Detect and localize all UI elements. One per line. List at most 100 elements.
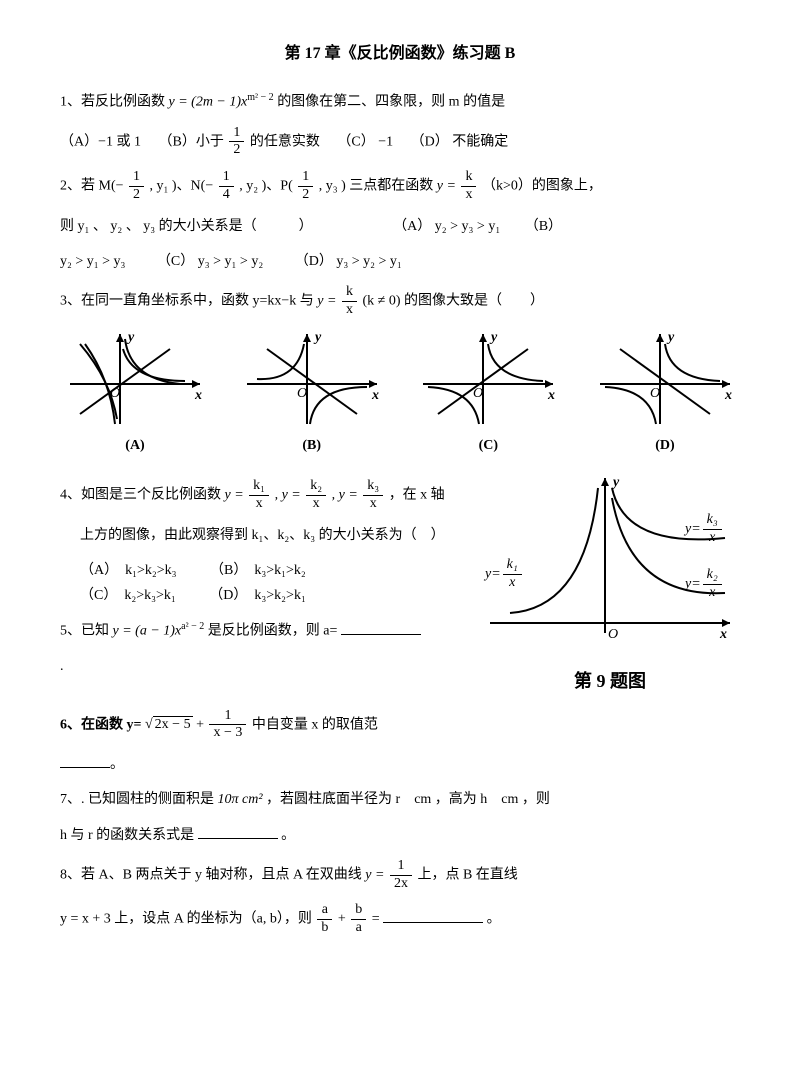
q4-f2: , y = xyxy=(275,488,305,503)
svg-text:O: O xyxy=(608,627,618,642)
frac-num: 1 xyxy=(209,708,246,726)
frac-num: k₂ xyxy=(306,478,326,496)
q2-func: y = xyxy=(437,179,460,194)
q3-frac: kx xyxy=(342,284,357,319)
q8-line2-a: y = x + 3 上，设点 A 的坐标为（a, b），则 xyxy=(60,912,315,927)
q4-fr1: k₁x xyxy=(249,478,269,513)
q3-a: 3、在同一直角坐标系中，函数 y=kx−k 与 xyxy=(60,294,317,309)
q2-b: , y₁ )、N(− xyxy=(150,179,214,194)
frac-den: x xyxy=(503,575,522,592)
q1-opt-a: （A）−1 或 1 xyxy=(60,134,141,149)
q4-opts-2: （C） k₂>k₃>k₁ （D） k₃>k₂>k₁ xyxy=(80,583,480,608)
question-7: 7、. 已知圆柱的侧面积是 10π cm² ，若圆柱底面半径为 r cm ，高为… xyxy=(60,787,740,812)
question-2: 2、若 M(− 12 , y₁ )、N(− 14 , y₂ )、P( 12 , … xyxy=(60,169,740,204)
q2-c: , y₂ )、P( xyxy=(239,179,293,194)
q4-label-k1: y=k₁x xyxy=(485,557,524,592)
q4-fr3: k₃x xyxy=(363,478,383,513)
graph-d: x y O (D) xyxy=(590,329,740,458)
radicand: 2x − 5 xyxy=(153,716,193,732)
svg-text:O: O xyxy=(297,386,307,401)
question-1: 1、若反比例函数 y = (2m − 1)xm² − 2 的图像在第二、四象限，… xyxy=(60,89,740,115)
q4-opts-1: （A） k₁>k₂>k₃ （B） k₃>k₁>k₂ xyxy=(80,558,480,583)
frac-num: k xyxy=(461,169,476,187)
question-5: 5、已知 y = (a − 1)xa² − 2 是反比例函数，则 a= xyxy=(60,618,480,644)
q2-line2: 则 y₁ 、 y₂ 、 y₃ 的大小关系是（ ） （A） y₂ > y₃ > y… xyxy=(60,214,740,239)
q2-f1: 12 xyxy=(129,169,144,204)
frac-num: k₃ xyxy=(703,512,722,530)
q4-line2: 上方的图像，由此观察得到 k₁、k₂、k₃ 的大小关系为（ ） xyxy=(80,523,480,548)
q6-frac: 1x − 3 xyxy=(209,708,246,743)
q6-plus: + xyxy=(196,717,207,732)
graph-b-svg: x y O xyxy=(237,329,387,429)
graph-d-label: (D) xyxy=(590,433,740,458)
q8-period: 。 xyxy=(487,912,501,927)
q2-e: （k>0）的图象上， xyxy=(482,179,602,194)
q2-kx: kx xyxy=(461,169,476,204)
frac-num: 1 xyxy=(298,169,313,187)
q5-exp: a² − 2 xyxy=(181,621,204,632)
q8-f2: ba xyxy=(351,902,366,937)
q6-b: 中自变量 x 的取值范 xyxy=(252,717,378,732)
q3-func: y = xyxy=(317,294,340,309)
q7-blank[interactable] xyxy=(198,824,278,839)
q1-options: （A）−1 或 1 （B）小于 12 的任意实数 （C） −1 （D） 不能确定 xyxy=(60,125,740,160)
frac-num: k₃ xyxy=(363,478,383,496)
q8-f1: ab xyxy=(317,902,332,937)
q1-stem-b: 的图像在第二、四象限，则 m 的值是 xyxy=(277,94,505,109)
frac-den: x xyxy=(306,496,326,513)
q2-d: , y₃ ) 三点都在函数 xyxy=(319,179,437,194)
svg-text:x: x xyxy=(719,627,727,642)
q1-formula: y = (2m − 1)x xyxy=(169,94,248,109)
q5-b: 是反比例函数，则 a= xyxy=(208,624,338,639)
svg-text:y: y xyxy=(126,330,135,345)
frac-den: 4 xyxy=(219,187,234,204)
svg-text:y: y xyxy=(313,330,322,345)
frac-num: a xyxy=(317,902,332,920)
q8-blank[interactable] xyxy=(383,908,483,923)
frac-num: 1 xyxy=(390,858,412,876)
q7-line2: h 与 r 的函数关系式是 。 xyxy=(60,823,740,848)
frac-den: x − 3 xyxy=(209,725,246,742)
q8-func: y = xyxy=(365,867,388,882)
svg-text:x: x xyxy=(547,388,555,403)
graph-a: x y O (A) xyxy=(60,329,210,458)
graph-c: x y O (C) xyxy=(413,329,563,458)
q7-a: 7、. 已知圆柱的侧面积是 xyxy=(60,792,218,807)
q7-b: ，若圆柱底面半径为 r cm ，高为 h cm ，则 xyxy=(266,792,550,807)
graph-c-label: (C) xyxy=(413,433,563,458)
q1-stem-a: 1、若反比例函数 xyxy=(60,94,169,109)
q3-cond: (k ≠ 0) xyxy=(362,294,400,309)
q2-opt-d: （D） y₃ > y₂ > y₁ xyxy=(295,254,402,269)
frac-num: k xyxy=(342,284,357,302)
frac-den: 2 xyxy=(129,187,144,204)
q2-a: 2、若 M(− xyxy=(60,179,124,194)
q3-b: 的图像大致是（ ） xyxy=(404,294,544,309)
frac-den: a xyxy=(351,920,366,937)
q1-opt-d: （D） 不能确定 xyxy=(411,134,509,149)
q5-blank[interactable] xyxy=(341,620,421,635)
graph-d-svg: x y O xyxy=(590,329,740,429)
svg-text:y: y xyxy=(611,475,620,490)
q6-blank-line: 。 xyxy=(60,752,740,777)
q4-figure: x y O y=k₁x y=k₃x y=k₂x 第 9 题图 xyxy=(480,468,740,698)
q2-opt-b: （B） xyxy=(532,219,562,234)
q4-b: ，在 x 轴 xyxy=(389,488,445,503)
page-title: 第 17 章《反比例函数》练习题 B xyxy=(60,40,740,69)
q6-sqrt: 2x − 5 xyxy=(145,712,193,737)
q2-rel: 则 y₁ 、 y₂ 、 y₃ 的大小关系是（ ） xyxy=(60,219,313,234)
question-3: 3、在同一直角坐标系中，函数 y=kx−k 与 y = kx (k ≠ 0) 的… xyxy=(60,284,740,319)
frac-num: b xyxy=(351,902,366,920)
q8-a: 8、若 A、B 两点关于 y 轴对称，且点 A 在双曲线 xyxy=(60,867,365,882)
q7-line2-text: h 与 r 的函数关系式是 xyxy=(60,828,194,843)
svg-text:x: x xyxy=(371,388,379,403)
frac-num: 1 xyxy=(129,169,144,187)
svg-text:x: x xyxy=(724,388,732,403)
q1-opt-b: （B）小于 xyxy=(159,134,228,149)
frac-den: b xyxy=(317,920,332,937)
q8-frac: 12x xyxy=(390,858,412,893)
frac-num: k₁ xyxy=(503,557,522,575)
q5-dot: . xyxy=(60,654,480,679)
q6-blank[interactable] xyxy=(60,753,110,768)
question-8: 8、若 A、B 两点关于 y 轴对称，且点 A 在双曲线 y = 12x 上，点… xyxy=(60,858,740,893)
graph-a-svg: x y O xyxy=(60,329,210,429)
